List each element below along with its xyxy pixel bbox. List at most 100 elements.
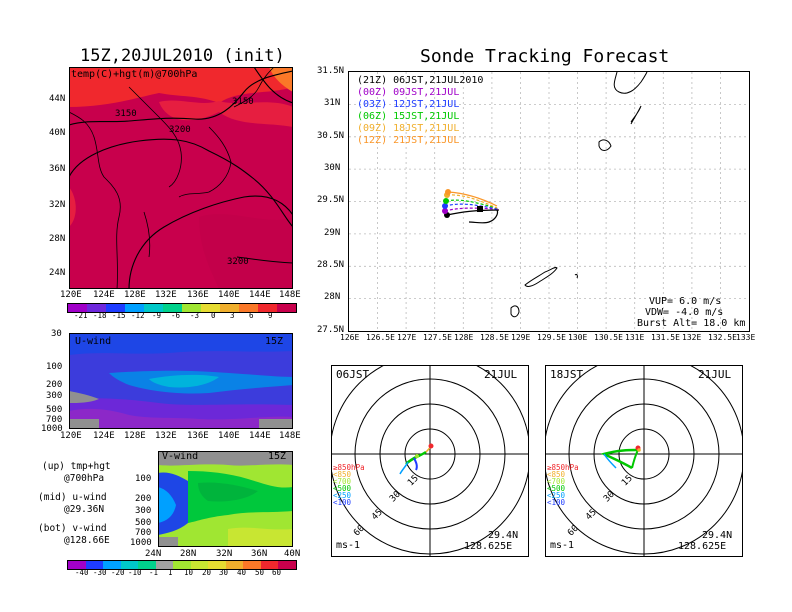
lat-tick: 40N (49, 128, 66, 138)
polar-time-label: 06JST (336, 368, 370, 381)
colorbar-segment (239, 304, 258, 312)
contour-label: 3200 (169, 125, 191, 135)
legend-entry: (06Z) 15JST,21JUL (357, 111, 460, 122)
colorbar-tick: 10 (184, 568, 194, 577)
u-lon-tick: 136E (187, 431, 209, 441)
track-lon-ticks: 126E 126.5E 127E 127.5E 128E 128.5E 129E… (338, 333, 758, 345)
v-wind-time: 15Z (268, 451, 287, 462)
map-field-label: temp(C)+hgt(m)@700hPa (71, 69, 198, 80)
colorbar-segment (155, 561, 174, 569)
map-title: 15Z,20JUL2010 (init) (80, 46, 285, 66)
colorbar-tick: -10 (128, 568, 142, 577)
level-legend: <700 (547, 477, 566, 486)
colorbar-segment (68, 304, 87, 312)
lat-tick: 28N (49, 234, 66, 244)
wind-colorbar-labels: -40 -30 -20 -10 -1 1 10 20 30 40 50 60 (67, 568, 295, 578)
colorbar-segment (190, 561, 209, 569)
track-map-canvas (349, 72, 749, 331)
colorbar-tick: 9 (268, 311, 273, 320)
colorbar-tick: 20 (202, 568, 212, 577)
colorbar-segment (163, 304, 182, 312)
u-pressure-tick: 100 (46, 362, 63, 372)
v-lat-tick: 24N (145, 549, 162, 559)
legend-mid-line2: @29.36N (64, 504, 105, 515)
v-lat-tick: 40N (284, 549, 301, 559)
legend-entry: (12Z) 21JST,21JUL (357, 135, 460, 146)
temperature-colorbar (67, 303, 297, 313)
legend-up-line2: @700hPa (64, 473, 105, 484)
colorbar-tick: -9 (152, 311, 162, 320)
colorbar-tick: 0 (211, 311, 216, 320)
level-legend: ≥850hPa (547, 463, 579, 472)
colorbar-tick: -1 (149, 568, 159, 577)
track-lon-tick: 131E (625, 333, 645, 342)
map-frame (69, 67, 293, 289)
legend-bot-line1: (bot) v-wind (38, 523, 107, 534)
lat-tick: 44N (49, 94, 66, 104)
coastlines (510, 72, 648, 318)
u-pressure-tick: 1000 (41, 424, 63, 434)
track-lat-tick: 27.5N (317, 325, 345, 335)
colorbar-tick: 6 (249, 311, 254, 320)
colorbar-segment (182, 304, 201, 312)
legend-entry: (09Z) 18JST,21JUL (357, 123, 460, 134)
wind-colorbar (67, 560, 297, 570)
track-lat-tick: 29.5N (317, 195, 345, 205)
level-legend: <700 (333, 477, 352, 486)
v-wind-field (158, 451, 293, 547)
u-pressure-tick: 700 (46, 415, 63, 425)
track-lon-tick: 132.5E (708, 333, 737, 342)
legend-up-line1: (up) tmp+hgt (42, 461, 111, 472)
level-legend: <250 (547, 491, 566, 500)
v-pressure-tick: 700 (135, 528, 152, 538)
lon-tick: 124E (93, 290, 115, 300)
track-lon-tick: 128E (454, 333, 474, 342)
legend-entry: (00Z) 09JST,21JUL (357, 87, 460, 98)
colorbar-segment (260, 561, 279, 569)
u-lon-tick: 144E (249, 431, 271, 441)
colorbar-tick: 50 (255, 568, 265, 577)
track-lon-tick: 126E (340, 333, 360, 342)
lon-tick: 132E (155, 290, 177, 300)
u-lon-tick: 124E (93, 431, 115, 441)
sonde-track-map: (21Z) 06JST,21JUL2010 (00Z) 09JST,21JUL … (348, 71, 750, 332)
tracking-title: Sonde Tracking Forecast (420, 46, 670, 67)
v-pressure-tick: 300 (135, 506, 152, 516)
track-lat-tick: 31N (324, 98, 341, 108)
colorbar-tick: 30 (219, 568, 229, 577)
colorbar-segment (220, 304, 239, 312)
colorbar-segment (201, 304, 220, 312)
colorbar-segment (258, 304, 277, 312)
ascent-rate: VUP= 6.0 m/s (649, 296, 722, 307)
lon-tick: 148E (279, 290, 301, 300)
colorbar-segment (173, 561, 191, 569)
u-pressure-tick: 300 (46, 391, 63, 401)
v-lat-tick: 32N (216, 549, 233, 559)
colorbar-segment (120, 561, 139, 569)
burst-altitude: Burst Alt= 18.0 km (637, 318, 746, 329)
track-lon-tick: 130.5E (594, 333, 623, 342)
speed-unit: ms-1 (336, 540, 361, 551)
track-lon-tick: 127E (397, 333, 417, 342)
temperature-field (69, 67, 293, 289)
site-lat: 29.4N (702, 530, 733, 541)
temperature-colorbar-labels: -21 -18 -15 -12 -9 -6 -3 0 3 6 9 (67, 311, 295, 321)
v-lat-tick: 36N (251, 549, 268, 559)
track-lon-tick: 130E (568, 333, 588, 342)
track-lon-tick: 129.5E (537, 333, 566, 342)
speed-unit: ms-1 (550, 540, 575, 551)
colorbar-tick: 40 (237, 568, 247, 577)
colorbar-segment (144, 304, 163, 312)
lon-tick: 136E (187, 290, 209, 300)
u-wind-field (69, 333, 293, 429)
track-lat-tick: 30.5N (317, 131, 345, 141)
level-legend: <850 (547, 470, 566, 479)
v-pressure-tick: 500 (135, 518, 152, 528)
lon-tick: 120E (60, 290, 82, 300)
level-legend: <500 (333, 484, 352, 493)
level-legend: <100 (547, 498, 566, 507)
colorbar-segment (125, 304, 144, 312)
colorbar-tick: -6 (171, 311, 181, 320)
contour-label: 3200 (227, 257, 249, 267)
launch-points (442, 189, 483, 218)
